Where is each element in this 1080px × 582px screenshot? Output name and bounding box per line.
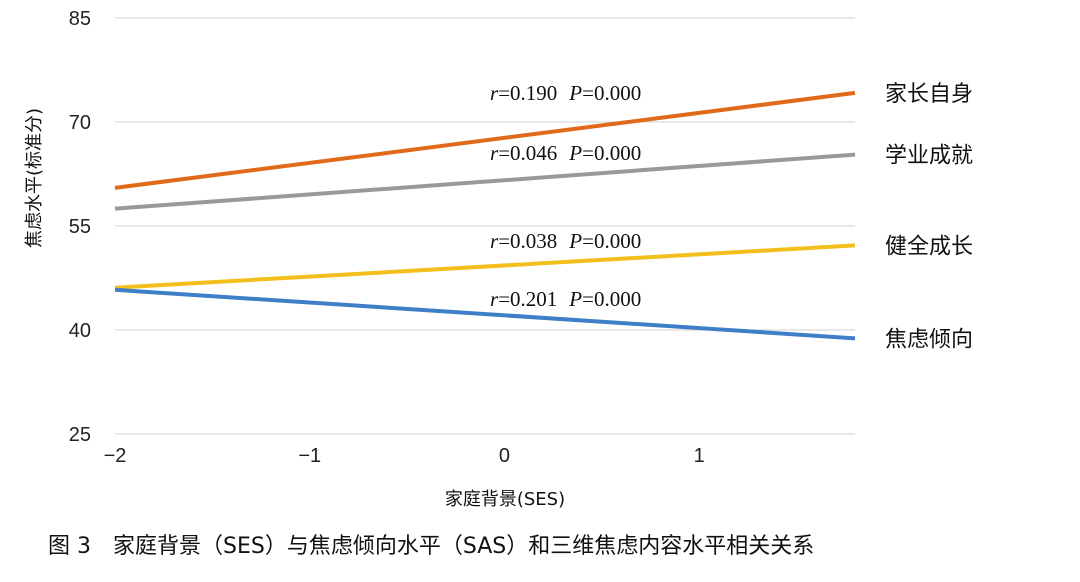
series-line: [114, 90, 856, 190]
series-label: 学业成就: [885, 144, 973, 169]
y-tick-label: 40: [69, 320, 91, 342]
correlation-annotations: r=0.190 P=0.000 r=0.046 P=0.000 r=0.038 P=0.0…: [490, 81, 641, 311]
y-axis-ticks: 25 40 55 70 85: [69, 8, 91, 446]
y-tick-label: 85: [69, 8, 91, 30]
y-tick-label: 55: [69, 216, 91, 238]
x-axis-ticks: −2 −1 0 1: [104, 445, 705, 467]
correlation-annotation: r=0.046 P=0.000: [490, 141, 641, 165]
figure-caption: 图 3 家庭背景（SES）与焦虑倾向水平（SAS）和三维焦虑内容水平相关关系: [48, 528, 1048, 560]
correlation-annotation: r=0.190 P=0.000: [490, 81, 641, 105]
series-line: [114, 152, 856, 211]
series-label: 家长自身: [885, 82, 973, 107]
y-tick-label: 25: [69, 424, 91, 446]
gridlines: [115, 17, 855, 435]
correlation-annotation: r=0.201 P=0.000: [490, 287, 641, 311]
series-label: 焦虑倾向: [885, 327, 973, 352]
series-line: [114, 287, 856, 341]
x-axis-title: 家庭背景(SES): [445, 489, 565, 510]
correlation-annotation: r=0.038 P=0.000: [490, 229, 641, 253]
series-line: [114, 243, 856, 290]
y-tick-label: 70: [69, 112, 91, 134]
series-label: 健全成长: [885, 234, 973, 259]
x-tick-label: −1: [298, 445, 321, 467]
figure-caption-text: 家庭背景（SES）与焦虑倾向水平（SAS）和三维焦虑内容水平相关关系: [113, 534, 815, 559]
x-tick-label: 1: [694, 445, 705, 467]
figure-number: 图 3: [48, 534, 91, 559]
x-tick-label: −2: [104, 445, 127, 467]
x-tick-label: 0: [499, 445, 510, 467]
series-lines: [114, 90, 856, 341]
y-axis-title: 焦虑水平(标准分): [24, 108, 45, 248]
anxiety-ses-chart: 25 40 55 70 85 −2 −1 0 1 r=0.190 P=0.000 r=0.046 P…: [24, 8, 973, 510]
